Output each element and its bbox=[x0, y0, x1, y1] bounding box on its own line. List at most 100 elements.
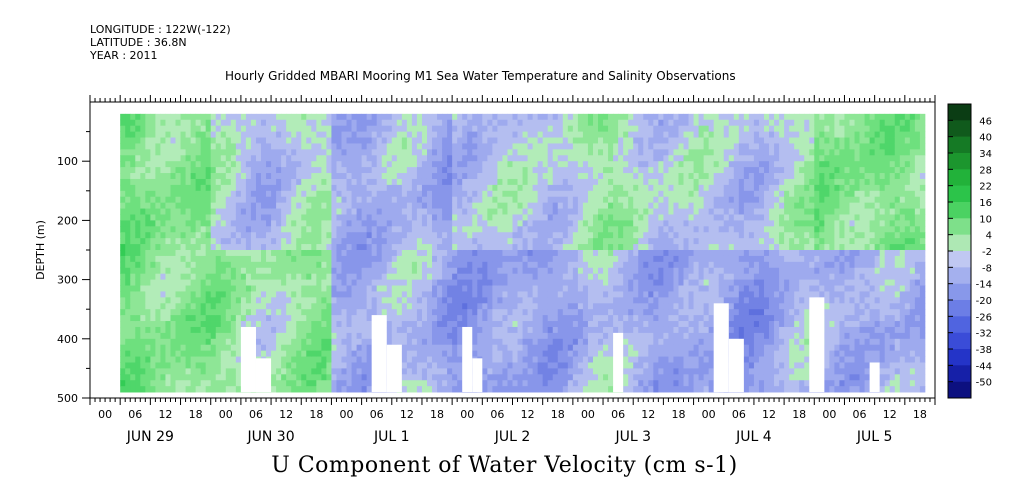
heatmap-cell bbox=[326, 338, 332, 346]
heatmap-cell bbox=[271, 332, 277, 340]
heatmap-cell bbox=[411, 332, 418, 340]
heatmap-cell bbox=[215, 332, 222, 340]
heatmap-cell bbox=[190, 315, 197, 322]
heatmap-cell bbox=[618, 131, 624, 138]
heatmap-cell bbox=[432, 374, 438, 381]
heatmap-cell bbox=[537, 143, 544, 150]
heatmap-cell bbox=[411, 303, 418, 310]
heatmap-cell bbox=[552, 125, 559, 132]
heatmap-cell bbox=[276, 279, 282, 286]
heatmap-cell bbox=[643, 255, 649, 263]
heatmap-cell bbox=[200, 238, 207, 245]
heatmap-cell bbox=[598, 326, 604, 334]
heatmap-cell bbox=[512, 303, 518, 310]
heatmap-cell bbox=[326, 208, 332, 215]
heatmap-cell bbox=[547, 119, 554, 127]
heatmap-cell bbox=[250, 143, 257, 150]
heatmap-cell bbox=[487, 208, 493, 215]
heatmap-cell bbox=[462, 202, 468, 209]
heatmap-cell bbox=[487, 374, 493, 381]
heatmap-cell bbox=[205, 131, 212, 138]
heatmap-cell bbox=[336, 291, 342, 298]
heatmap-cell bbox=[457, 261, 463, 269]
heatmap-cell bbox=[648, 309, 654, 316]
heatmap-cell bbox=[411, 202, 418, 209]
heatmap-cell bbox=[517, 374, 523, 381]
heatmap-cell bbox=[120, 362, 126, 369]
heatmap-cell bbox=[603, 338, 609, 346]
heatmap-cell bbox=[643, 232, 649, 239]
heatmap-cell bbox=[250, 238, 257, 245]
heatmap-cell bbox=[467, 202, 473, 209]
heatmap-cell bbox=[311, 214, 317, 221]
heatmap-cell bbox=[135, 196, 141, 204]
heatmap-cell bbox=[276, 368, 282, 375]
heatmap-cell bbox=[603, 238, 609, 245]
heatmap-cell bbox=[306, 321, 312, 328]
heatmap-cell bbox=[507, 232, 513, 239]
heatmap-cell bbox=[155, 238, 161, 245]
heatmap-cell bbox=[150, 214, 156, 221]
heatmap-cell bbox=[401, 374, 408, 381]
heatmap-cell bbox=[587, 356, 594, 363]
heatmap-cell bbox=[180, 178, 186, 186]
heatmap-cell bbox=[255, 119, 262, 127]
heatmap-cell bbox=[215, 196, 222, 204]
heatmap-cell bbox=[175, 362, 181, 369]
heatmap-cell bbox=[572, 173, 579, 180]
heatmap-cell bbox=[492, 350, 498, 357]
heatmap-cell bbox=[391, 332, 398, 340]
heatmap-cell bbox=[492, 202, 498, 209]
heatmap-cell bbox=[125, 220, 131, 227]
heatmap-cell bbox=[306, 149, 312, 156]
heatmap-cell bbox=[416, 315, 423, 322]
heatmap-cell bbox=[457, 238, 463, 245]
heatmap-cell bbox=[537, 238, 544, 245]
heatmap-cell bbox=[371, 155, 378, 162]
heatmap-cell bbox=[120, 338, 126, 346]
heatmap-cell bbox=[512, 291, 518, 298]
heatmap-cell bbox=[230, 362, 237, 369]
heatmap-cell bbox=[406, 309, 413, 316]
heatmap-cell bbox=[512, 220, 518, 227]
heatmap-cell bbox=[371, 149, 378, 156]
heatmap-cell bbox=[522, 214, 528, 221]
heatmap-cell bbox=[527, 155, 534, 162]
heatmap-cell bbox=[477, 350, 483, 357]
heatmap-cell bbox=[200, 374, 207, 381]
heatmap-cell bbox=[447, 137, 453, 144]
heatmap-cell bbox=[426, 226, 433, 233]
heatmap-cell bbox=[306, 273, 312, 280]
heatmap-cell bbox=[587, 291, 594, 298]
heatmap-cell bbox=[336, 196, 342, 204]
heatmap-cell bbox=[145, 202, 151, 209]
heatmap-cell bbox=[517, 368, 523, 375]
heatmap-cell bbox=[507, 326, 513, 334]
heatmap-cell bbox=[170, 208, 176, 215]
heatmap-cell bbox=[165, 184, 171, 192]
heatmap-cell bbox=[592, 202, 599, 209]
heatmap-cell bbox=[452, 315, 458, 322]
heatmap-cell bbox=[250, 119, 257, 127]
heatmap-cell bbox=[623, 255, 629, 263]
heatmap-cell bbox=[185, 161, 191, 168]
heatmap-cell bbox=[432, 178, 438, 186]
heatmap-cell bbox=[150, 167, 156, 174]
heatmap-cell bbox=[542, 356, 549, 363]
heatmap-cell bbox=[547, 309, 554, 316]
heatmap-cell bbox=[401, 368, 408, 375]
heatmap-cell bbox=[628, 161, 634, 168]
heatmap-cell bbox=[487, 368, 493, 375]
heatmap-cell bbox=[266, 173, 272, 180]
heatmap-cell bbox=[361, 155, 368, 162]
heatmap-cell bbox=[331, 143, 337, 150]
heatmap-cell bbox=[346, 155, 352, 162]
heatmap-cell bbox=[306, 250, 312, 257]
heatmap-cell bbox=[225, 309, 232, 316]
heatmap-cell bbox=[200, 297, 207, 304]
heatmap-cell bbox=[608, 380, 614, 387]
heatmap-cell bbox=[306, 303, 312, 310]
heatmap-cell bbox=[235, 208, 242, 215]
heatmap-cell bbox=[572, 255, 579, 263]
heatmap-cell bbox=[185, 131, 191, 138]
